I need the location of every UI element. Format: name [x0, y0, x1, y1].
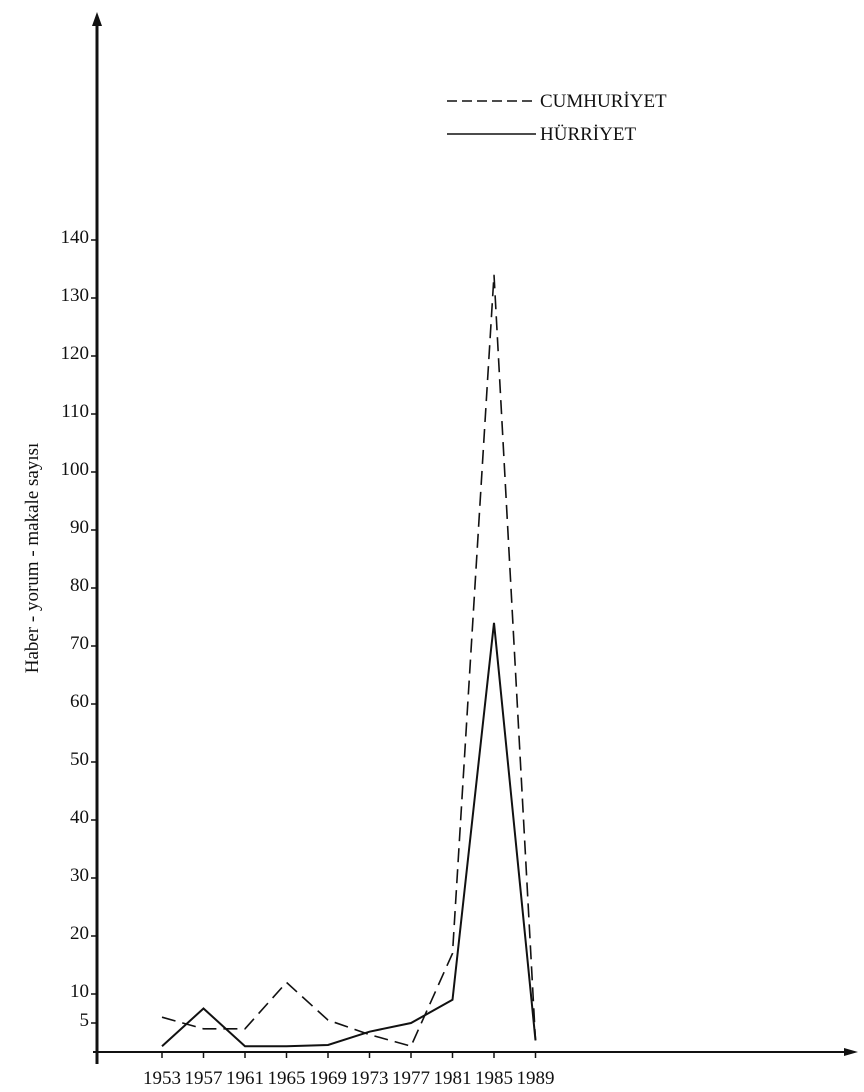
x-tick-label: 1969 [309, 1068, 347, 1089]
x-axis-ticks: 1953 1957 1961 1965 1969 1973 1977 1981 1985 1989 [143, 1052, 555, 1089]
y-tick-label: 80 [70, 575, 89, 596]
y-tick-label: 130 [61, 285, 90, 306]
x-tick-label: 1985 [475, 1068, 513, 1089]
x-tick-label: 1973 [351, 1068, 389, 1089]
y-tick-label: 10 [70, 981, 89, 1002]
x-tick-label: 1957 [185, 1068, 223, 1089]
y-tick-label: 110 [61, 401, 89, 422]
y-tick-label: 70 [70, 633, 89, 654]
x-tick-label: 1989 [517, 1068, 555, 1089]
y-tick-label: 60 [70, 691, 89, 712]
y-tick-label: 120 [61, 343, 90, 364]
y-tick-label: 140 [61, 227, 90, 248]
legend-label: HÜRRİYET [540, 124, 636, 145]
x-tick-label: 1953 [143, 1068, 181, 1089]
y-tick-label: 20 [70, 923, 89, 944]
y-tick-label: 90 [70, 517, 89, 538]
x-tick-label: 1965 [268, 1068, 306, 1089]
x-tick-label: 1961 [226, 1068, 264, 1089]
series-line-cumhuriyet [161, 274, 537, 1048]
x-tick-label: 1981 [434, 1068, 472, 1089]
y-axis-arrow [92, 12, 102, 26]
y-tick-label: 30 [70, 865, 89, 886]
series-layer [161, 274, 537, 1048]
series-line-hurriyet [161, 622, 537, 1048]
y-tick-label: 100 [61, 459, 90, 480]
legend-label: CUMHURİYET [540, 91, 667, 112]
y-axis-ticks: 5 10 20 30 40 50 60 70 80 90 100 110 120 130 140 [61, 227, 97, 1031]
x-tick-label: 1977 [392, 1068, 430, 1089]
y-tick-label: 5 [80, 1010, 90, 1031]
y-tick-label: 50 [70, 749, 89, 770]
legend: CUMHURİYET HÜRRİYET [447, 91, 667, 145]
x-axis-arrow [844, 1048, 858, 1056]
y-tick-label: 40 [70, 807, 89, 828]
y-axis-title: Haber - yorum - makale sayısı [22, 443, 43, 674]
axes [92, 12, 858, 1064]
